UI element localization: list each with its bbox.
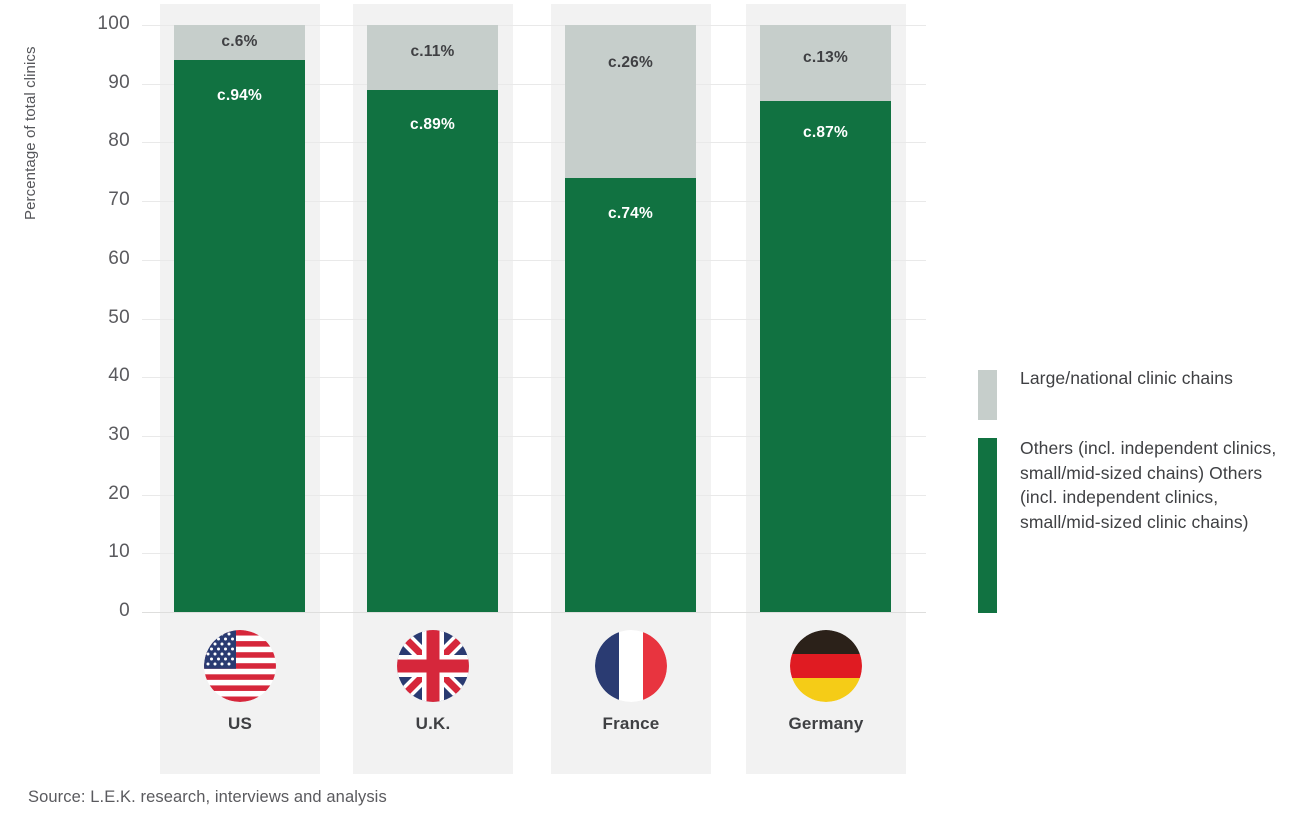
bar-segment-others-france[interactable]: [565, 177, 696, 612]
category-label-germany: Germany: [788, 714, 864, 733]
category-uk[interactable]: U.K.: [353, 630, 513, 734]
bar-label-large-national-us: c.6%: [221, 33, 258, 50]
y-tick-10: 10: [108, 541, 130, 563]
gridline-20: [142, 494, 926, 496]
y-tick-60: 60: [108, 247, 130, 269]
y-tick-0: 0: [119, 600, 130, 621]
gridline-50: [142, 318, 926, 320]
category-germany[interactable]: Germany: [746, 630, 906, 734]
gridline-90: [142, 83, 926, 85]
bar-segment-large-national-germany[interactable]: [760, 25, 891, 102]
gridline-70: [142, 201, 926, 203]
bar-segment-large-national-uk[interactable]: [367, 25, 498, 90]
category-label-us: US: [227, 714, 253, 733]
flag-uk-icon: [397, 630, 469, 702]
bar-segment-others-germany[interactable]: [760, 101, 891, 612]
bar-label-large-national-france: c.26%: [608, 54, 653, 71]
gridline-80: [142, 142, 926, 144]
legend-label-large-national: Large/national clinic chains: [1020, 368, 1233, 388]
legend-item-large-national[interactable]: Large/national clinic chains: [978, 366, 1278, 436]
gridline-100: [142, 25, 926, 26]
bar-label-large-national-germany: c.13%: [803, 49, 848, 66]
flag-germany-icon: [790, 630, 862, 702]
y-tick-50: 50: [108, 306, 130, 328]
bar-segment-large-national-us[interactable]: [174, 25, 305, 61]
plot-area: c.6% c.94% c.11% c.89% c.26% c.74% c.13%…: [142, 4, 926, 774]
legend-swatch-others: [978, 438, 997, 613]
bar-label-others-france: c.74%: [608, 205, 653, 222]
y-tick-30: 30: [108, 423, 130, 445]
bar-label-large-national-uk: c.11%: [410, 43, 455, 60]
gridline-40: [142, 377, 926, 379]
flag-france-icon: [595, 630, 667, 702]
y-tick-70: 70: [108, 189, 130, 211]
axis-baseline-zero: [142, 612, 926, 613]
category-label-uk: U.K.: [415, 714, 451, 733]
category-france[interactable]: France: [551, 630, 711, 734]
legend-item-others[interactable]: Others (incl. independent clinics, small…: [978, 436, 1278, 616]
y-tick-40: 40: [108, 365, 130, 387]
bar-label-others-germany: c.87%: [803, 124, 848, 141]
y-tick-90: 90: [108, 71, 130, 93]
bar-segment-large-national-france[interactable]: [565, 25, 696, 178]
source-footnote: Source: L.E.K. research, interviews and …: [28, 788, 387, 806]
y-tick-20: 20: [108, 482, 130, 504]
category-label-france: France: [602, 714, 660, 733]
category-us[interactable]: US: [160, 630, 320, 734]
bar-segment-others-uk[interactable]: [367, 89, 498, 612]
y-tick-80: 80: [108, 130, 130, 152]
legend-label-others: Others (incl. independent clinics, small…: [1020, 438, 1277, 532]
legend: Large/national clinic chains Others (inc…: [978, 366, 1278, 616]
legend-swatch-large-national: [978, 370, 997, 420]
gridline-10: [142, 553, 926, 555]
y-axis-tick-labels: 100 90 80 70 60 50 40 30 20 10 0: [10, 0, 130, 640]
bar-label-others-uk: c.89%: [410, 116, 455, 133]
gridline-30: [142, 435, 926, 437]
flag-us-icon: [204, 630, 276, 702]
gridline-60: [142, 259, 926, 261]
bar-label-others-us: c.94%: [217, 87, 262, 104]
bar-segment-others-us[interactable]: [174, 60, 305, 612]
y-tick-100: 100: [97, 13, 130, 34]
